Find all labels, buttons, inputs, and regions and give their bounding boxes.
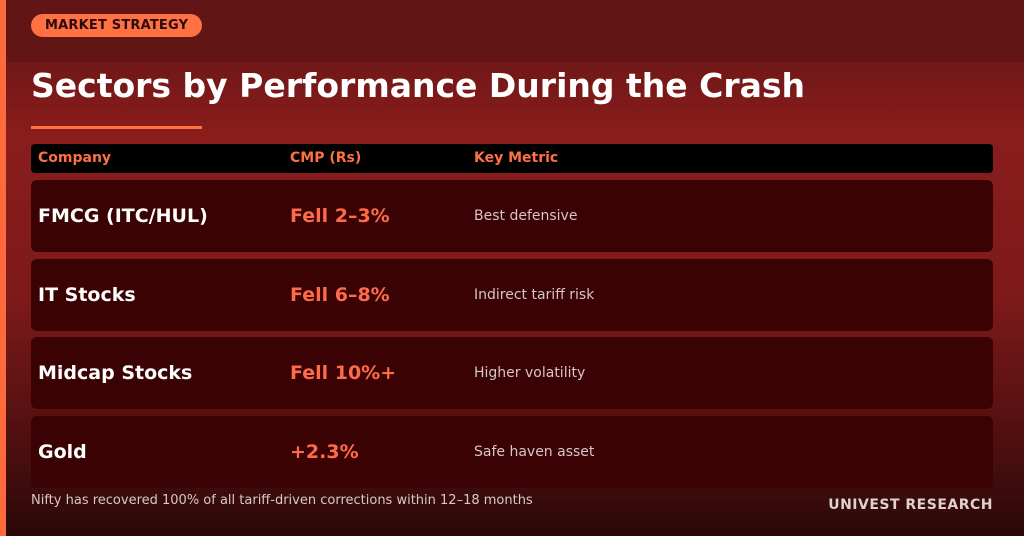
cmp-cell: Fell 10%+ xyxy=(290,362,397,384)
page-title: Sectors by Performance During the Crash xyxy=(31,66,806,105)
table-row: Gold +2.3% Safe haven asset xyxy=(31,416,993,488)
metric-cell: Best defensive xyxy=(474,208,578,224)
brand-label: UNIVEST RESEARCH xyxy=(828,497,993,513)
metric-cell: Higher volatility xyxy=(474,365,586,381)
table-row: IT Stocks Fell 6–8% Indirect tariff risk xyxy=(31,259,993,331)
metric-cell: Safe haven asset xyxy=(474,444,595,460)
company-cell: Midcap Stocks xyxy=(38,362,193,384)
company-cell: Gold xyxy=(38,441,87,463)
cmp-cell: +2.3% xyxy=(290,441,359,463)
category-badge: MARKET STRATEGY xyxy=(31,14,203,37)
table-row: Midcap Stocks Fell 10%+ Higher volatilit… xyxy=(31,337,993,409)
company-cell: FMCG (ITC/HUL) xyxy=(38,205,208,227)
footnote: Nifty has recovered 100% of all tariff-d… xyxy=(31,493,533,508)
cmp-cell: Fell 6–8% xyxy=(290,284,390,306)
table-row: FMCG (ITC/HUL) Fell 2–3% Best defensive xyxy=(31,180,993,252)
accent-bar xyxy=(0,0,6,536)
cmp-cell: Fell 2–3% xyxy=(290,205,390,227)
company-cell: IT Stocks xyxy=(38,284,136,306)
column-header-cmp: CMP (Rs) xyxy=(290,150,362,166)
column-header-key-metric: Key Metric xyxy=(474,150,559,166)
metric-cell: Indirect tariff risk xyxy=(474,287,595,303)
title-underline xyxy=(31,126,202,129)
column-header-company: Company xyxy=(38,150,112,166)
table-header: Company CMP (Rs) Key Metric xyxy=(31,144,993,173)
